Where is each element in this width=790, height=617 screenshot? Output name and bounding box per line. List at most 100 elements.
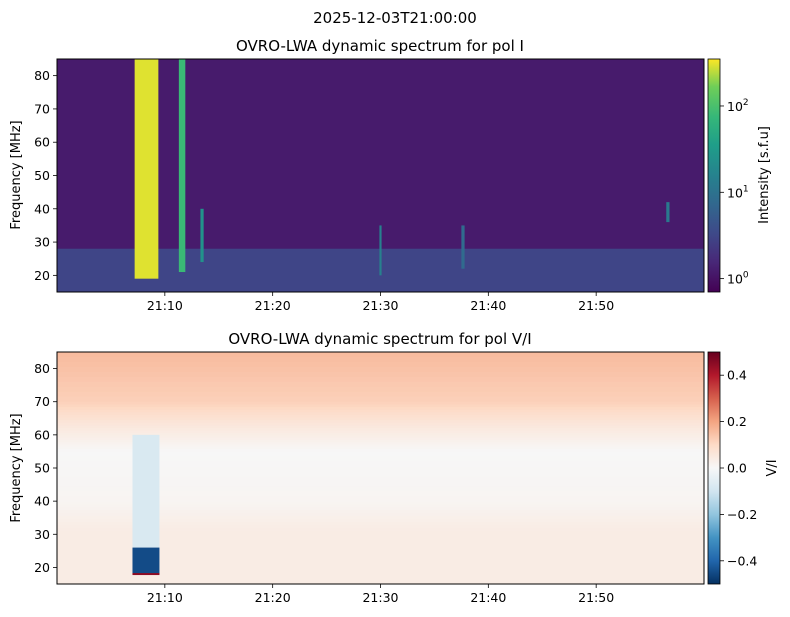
pol-vi-background-band xyxy=(57,352,704,358)
pol-vi-background-band xyxy=(57,420,704,424)
pol-vi-background-band xyxy=(57,530,704,537)
burst-1-1 xyxy=(132,434,160,548)
pol-i-x-ticks: 21:10 21:20 21:30 21:40 21:50 xyxy=(147,292,614,313)
pol-vi-background-band xyxy=(57,439,704,443)
x-tick-label: 21:40 xyxy=(470,590,506,605)
pol-vi-y-ticks: 20 30 40 50 60 70 80 xyxy=(34,361,57,575)
pol-vi-background-band xyxy=(57,391,704,398)
x-tick-label: 21:30 xyxy=(362,298,398,313)
pol-vi-background-band xyxy=(57,430,704,434)
panel-pol-vi: OVRO-LWA dynamic spectrum for pol V/I 20… xyxy=(9,330,780,605)
pol-vi-heatmap xyxy=(57,352,704,584)
colorbar-tick-label: −0.2 xyxy=(727,507,757,522)
pol-vi-background-band xyxy=(57,578,704,584)
y-tick-label: 30 xyxy=(34,235,50,250)
pol-vi-background-band xyxy=(57,516,704,520)
pol-vi-background-band xyxy=(57,562,704,569)
pol-vi-background-band xyxy=(57,422,704,427)
pol-i-ylabel: Frequency [MHz] xyxy=(9,120,24,229)
colorbar-tick-label: 0.0 xyxy=(727,461,747,476)
pol-vi-background-band xyxy=(57,376,704,383)
pol-vi-background-band xyxy=(57,476,704,482)
colorbar-tick-label: 101 xyxy=(727,184,749,200)
pol-vi-background-band xyxy=(57,425,704,429)
y-tick-label: 40 xyxy=(34,201,50,216)
pol-vi-background-band xyxy=(57,432,704,436)
pol-vi-background-band xyxy=(57,510,704,514)
pol-vi-background-band xyxy=(57,471,704,477)
pol-vi-background-band xyxy=(57,451,704,457)
pol-vi-background-band xyxy=(57,466,704,472)
pol-vi-background-band xyxy=(57,412,704,416)
pol-vi-colorbar xyxy=(707,351,721,585)
panel-pol-vi-title: OVRO-LWA dynamic spectrum for pol V/I xyxy=(228,330,531,348)
pol-vi-background-band xyxy=(57,496,704,502)
x-tick-label: 21:50 xyxy=(578,298,614,313)
pol-vi-background-band xyxy=(57,461,704,467)
pol-vi-background-band xyxy=(57,486,704,492)
y-tick-label: 30 xyxy=(34,527,50,542)
pol-vi-background-band xyxy=(57,481,704,487)
pol-vi-background-band xyxy=(57,409,704,413)
x-tick-label: 21:30 xyxy=(362,590,398,605)
pol-vi-background-band xyxy=(57,396,704,403)
pol-i-colorbar-label: Intensity [s.f.u] xyxy=(757,126,772,224)
pol-vi-background-band xyxy=(57,366,704,373)
pol-vi-background-band xyxy=(57,437,704,441)
pol-vi-background-band xyxy=(57,525,704,529)
x-tick-label: 21:40 xyxy=(470,298,506,313)
burst-1-0 xyxy=(132,547,160,575)
burst-1-2 xyxy=(132,573,160,576)
pol-vi-background-band xyxy=(57,371,704,378)
pol-vi-background-band xyxy=(57,536,704,543)
burst-0-4 xyxy=(461,225,465,269)
colorbar-tick-label: −0.4 xyxy=(727,553,757,568)
pol-vi-background-band xyxy=(57,557,704,564)
colorbar-tick-label: 102 xyxy=(727,98,749,114)
colorbar-tick-label: 0.2 xyxy=(727,414,747,429)
x-tick-label: 21:50 xyxy=(578,590,614,605)
pol-vi-background-band xyxy=(57,444,704,448)
pol-vi-background-band xyxy=(57,552,704,559)
pol-vi-ylabel: Frequency [MHz] xyxy=(9,413,24,522)
pol-vi-background-band xyxy=(57,546,704,553)
pol-vi-background-band xyxy=(57,361,704,368)
pol-vi-background-band xyxy=(57,386,704,393)
pol-i-y-ticks: 20 30 40 50 60 70 80 xyxy=(34,68,57,283)
pol-i-heatmap xyxy=(57,59,704,292)
pol-vi-background-band xyxy=(57,573,704,580)
colorbar-tick-label: 0.4 xyxy=(727,368,747,383)
pol-i-colorbar-ticks: 100 101 102 xyxy=(720,98,749,287)
pol-vi-background-band xyxy=(57,381,704,388)
pol-vi-background-band xyxy=(57,407,704,411)
pol-vi-background-band xyxy=(57,513,704,517)
pol-vi-colorbar-ticks: 0.4 0.2 0.0 −0.2 −0.4 xyxy=(720,368,757,568)
pol-vi-background-band xyxy=(57,456,704,462)
y-tick-label: 60 xyxy=(34,427,50,442)
pol-vi-background-band xyxy=(57,527,704,532)
pol-vi-background-band xyxy=(57,541,704,548)
pol-i-colorbar xyxy=(707,58,721,293)
y-tick-label: 80 xyxy=(34,361,50,376)
x-tick-label: 21:20 xyxy=(255,298,291,313)
x-tick-label: 21:20 xyxy=(255,590,291,605)
pol-vi-colorbar-label: V/I xyxy=(765,459,780,476)
pol-vi-background-band xyxy=(57,404,704,408)
x-tick-label: 21:10 xyxy=(147,298,183,313)
pol-vi-background-band xyxy=(57,446,704,450)
pol-vi-x-ticks: 21:10 21:20 21:30 21:40 21:50 xyxy=(147,584,614,605)
y-tick-label: 80 xyxy=(34,68,50,83)
pol-vi-background-band xyxy=(57,417,704,421)
y-tick-label: 70 xyxy=(34,394,50,409)
pol-vi-background-band xyxy=(57,435,704,439)
panel-pol-i-title: OVRO-LWA dynamic spectrum for pol I xyxy=(236,37,524,55)
burst-0-3 xyxy=(379,225,382,276)
panel-pol-i: OVRO-LWA dynamic spectrum for pol I 20 30… xyxy=(9,37,772,313)
pol-vi-background-band xyxy=(57,491,704,497)
pol-vi-background-band xyxy=(57,507,704,511)
pol-vi-background-band xyxy=(57,568,704,574)
burst-0-2 xyxy=(200,208,204,263)
y-tick-label: 40 xyxy=(34,494,50,509)
y-tick-label: 70 xyxy=(34,101,50,116)
